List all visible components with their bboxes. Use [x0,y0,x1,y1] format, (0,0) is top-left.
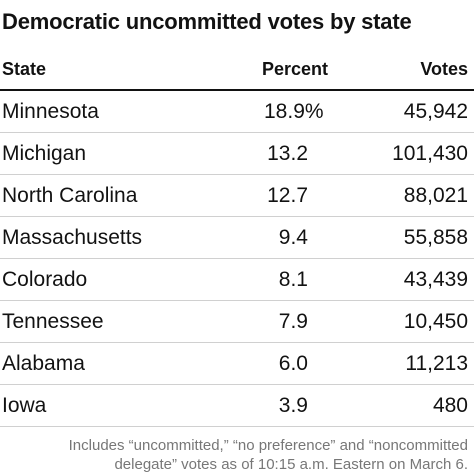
cell-percent: 18.9% [264,100,324,123]
header-percent: Percent [261,59,328,79]
cell-votes: 43,439 [403,268,468,291]
cell-percent: 13.2 [267,142,308,165]
cell-percent: 12.7 [267,184,308,207]
cell-votes: 10,450 [403,310,468,333]
cell-state: Massachusetts [2,226,143,249]
cell-percent: 8.1 [278,268,308,291]
table-row: Michigan 13.2 101,430 [0,133,474,175]
footnote: Includes “uncommitted,” “no preference” … [0,436,468,474]
header-votes: Votes [420,59,468,79]
table-row: Minnesota 18.9% 45,942 [0,91,474,133]
cell-votes: 480 [432,394,468,417]
cell-percent: 7.9 [278,310,308,333]
table-header: State Percent Votes [0,55,474,91]
cell-percent: 9.4 [278,226,308,249]
table-row: Alabama 6.0 11,213 [0,343,474,385]
cell-state: North Carolina [2,184,138,207]
cell-votes: 45,942 [403,100,468,123]
header-state: State [2,59,47,79]
footnote-line-2: delegate” votes as of 10:15 a.m. Eastern… [114,456,468,473]
cell-votes: 11,213 [405,352,468,375]
cell-state: Colorado [2,268,88,291]
cell-votes: 88,021 [403,184,468,207]
cell-state: Iowa [2,394,47,417]
table-row: Iowa 3.9 480 [0,385,474,427]
cell-state: Alabama [2,352,85,375]
chart-title: Democratic uncommitted votes by state [2,9,412,34]
cell-votes: 55,858 [403,226,468,249]
cell-votes: 101,430 [392,142,468,165]
votes-table: State Percent Votes Minnesota 18.9% 45,942… [0,55,474,427]
table-body: Minnesota 18.9% 45,942 Michigan 13.2 101,430 N… [0,91,474,427]
table-row: Colorado 8.1 43,439 [0,259,474,301]
cell-state: Minnesota [2,100,99,123]
table-row: Tennessee 7.9 10,450 [0,301,474,343]
cell-percent: 3.9 [278,394,308,417]
table-row: Massachusetts 9.4 55,858 [0,217,474,259]
cell-state: Tennessee [2,310,104,333]
footnote-line-1: Includes “uncommitted,” “no preference” … [68,437,468,454]
table-row: North Carolina 12.7 88,021 [0,175,474,217]
cell-percent: 6.0 [278,352,308,375]
cell-state: Michigan [2,142,87,165]
